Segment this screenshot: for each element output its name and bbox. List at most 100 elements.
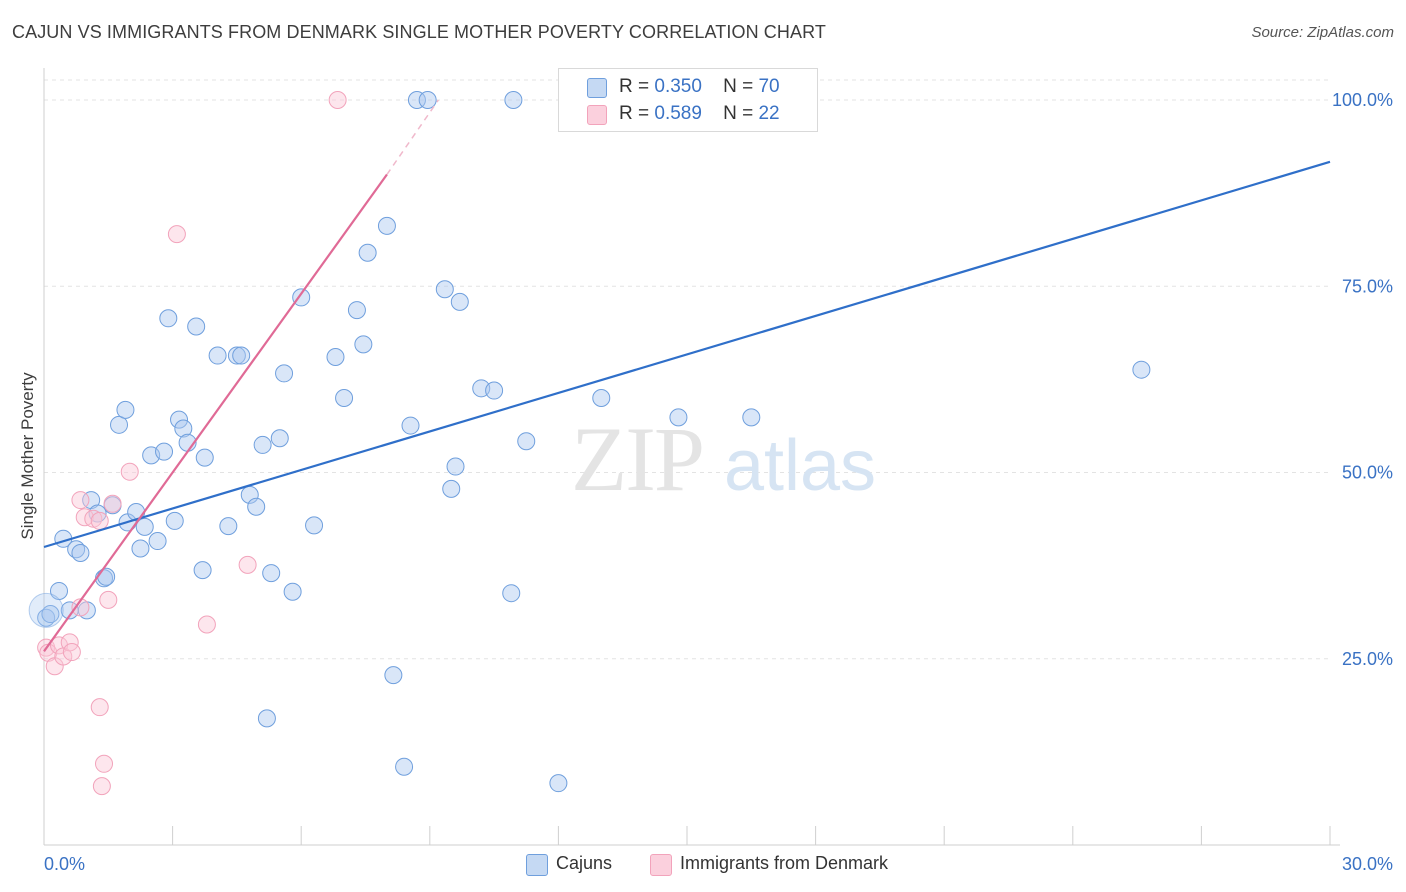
cajuns-point [219,517,238,536]
legend-swatch-cajuns [587,78,607,98]
y-tick-label-50: 50.0% [1342,463,1393,483]
axes [43,68,1340,846]
bottom-legend-label-cajuns: Cajuns [556,853,613,873]
denmark-trend-line [43,173,388,652]
cajuns-point [517,432,536,451]
watermark-atlas: atlas [724,426,876,506]
cajuns-point [270,429,289,448]
cajuns-point [110,415,129,434]
denmark-point [167,225,186,244]
cajuns-point [170,410,189,429]
legend-n-value-denmark: 22 [758,103,780,124]
y-tick-label-25: 25.0% [1342,649,1393,669]
cajuns-point [195,448,214,467]
cajuns-point [407,91,426,109]
cajuns-point [504,91,523,109]
denmark-point [90,511,109,530]
denmark-trend-extension [386,99,439,175]
cajuns-point [450,292,469,311]
denmark-point [95,754,114,773]
cajuns-point [549,774,568,793]
cajuns-point [283,582,302,601]
cajuns-point [335,389,354,407]
legend-r-value-cajuns: 0.350 [654,76,702,97]
cajuns-point [227,346,246,365]
cajuns-point [358,243,377,262]
chart-title: CAJUN VS IMMIGRANTS FROM DENMARK SINGLE … [12,22,826,42]
cajuns-point [257,709,276,728]
cajuns-point [193,561,212,580]
cajuns-point [247,497,266,516]
cajuns-point-cluster [28,592,64,628]
bottom-legend-swatch-denmark [650,854,672,876]
legend-swatch-denmark [587,105,607,125]
cajuns-point [401,416,420,435]
cajuns-point [742,408,761,427]
denmark-point [90,698,109,717]
x-tick-label-max: 30.0% [1342,854,1393,874]
cajuns-point [446,457,465,476]
watermark: ZIP atlas [571,408,876,510]
denmark-point [92,777,111,796]
x-tick-label-min: 0.0% [44,854,85,874]
y-tick-label-75: 75.0% [1342,276,1393,296]
bottom-legend: Cajuns Immigrants from Denmark [0,852,1406,878]
cajuns-point [485,381,504,400]
cajuns-trend-line [43,160,1331,549]
cajuns-point [395,757,414,776]
cajuns-point [148,532,167,551]
legend-n-label: N = [723,103,754,124]
cajuns-point [384,666,403,685]
cajuns-point [159,309,178,328]
source-label: Source: ZipAtlas.com [1251,24,1394,41]
denmark-point [197,615,216,634]
denmark-point [238,555,257,574]
legend-r-label: R = [619,76,650,97]
cajuns-point [135,517,154,536]
legend-r-label: R = [619,103,650,124]
cajuns-point [187,317,206,336]
denmark-point [328,91,347,109]
cajuns-point [174,419,193,438]
cajuns-point [275,364,294,383]
cajuns-point [232,346,251,365]
cajuns-point [1132,360,1151,379]
trend-lines [43,99,1331,652]
cajuns-point [253,435,272,454]
denmark-point [71,491,90,510]
cajuns-point [326,348,345,367]
cajuns-point [71,543,90,562]
cajuns-point [502,584,521,603]
denmark-point [120,462,139,481]
bottom-legend-swatch-cajuns [526,854,548,876]
legend-row-cajuns: R = 0.350 N = 70 [559,73,817,101]
legend-n-label: N = [723,76,754,97]
cajuns-point [292,288,311,307]
cajuns-point [669,408,688,427]
cajuns-point [262,564,281,583]
cajuns-point [305,516,324,535]
cajuns-point [116,400,135,419]
cajuns-point [41,605,60,624]
denmark-points [37,91,347,796]
cajuns-point [354,335,373,354]
y-tick-label-100: 100.0% [1332,90,1393,110]
correlation-legend: R = 0.350 N = 70 R = 0.589 N = 22 [558,68,818,132]
cajuns-point [131,539,150,558]
legend-n-value-cajuns: 70 [758,76,780,97]
cajuns-point [377,216,396,235]
bottom-legend-label-denmark: Immigrants from Denmark [680,853,889,873]
tick-labels: 25.0% 50.0% 75.0% 100.0% 0.0% 30.0% [44,90,1393,874]
cajuns-point [418,91,437,109]
y-axis-label: Single Mother Poverty [18,372,37,540]
cajuns-point [97,567,116,586]
cajuns-point [592,389,611,407]
cajuns-point [442,479,461,498]
denmark-point [103,494,122,513]
cajuns-point [208,346,227,365]
cajuns-point [165,511,184,530]
denmark-point [62,643,81,662]
legend-r-value-denmark: 0.589 [654,103,702,124]
denmark-point [99,590,118,609]
